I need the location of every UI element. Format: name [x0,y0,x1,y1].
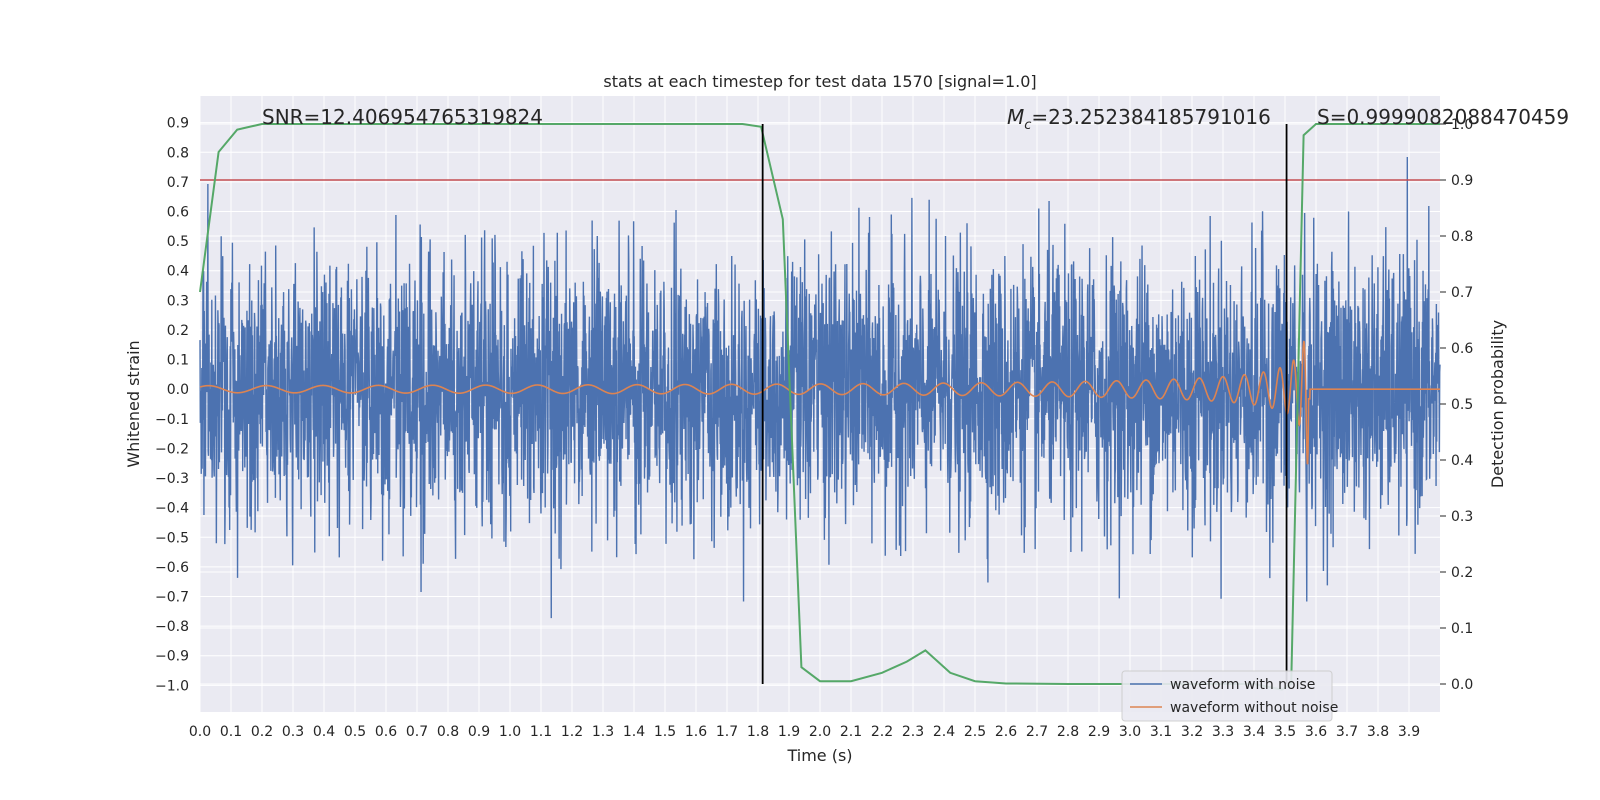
x-tick-label: 2.5 [964,724,986,740]
x-tick-label: 1.3 [592,724,614,740]
y2-tick-label: 0.7 [1451,285,1473,301]
x-tick-label: 1.9 [778,724,800,740]
x-tick-label: 2.3 [902,724,924,740]
x-tick-label: 1.7 [716,724,738,740]
mc-subscript: c [1024,118,1031,133]
x-tick-label: 1.0 [499,724,521,740]
legend: waveform with noise waveform without noi… [1121,670,1338,722]
x-tick-label: 0.6 [375,724,397,740]
x-tick-label: 3.1 [1150,724,1172,740]
y2-tick-label: 0.6 [1451,341,1473,357]
x-tick-label: 3.3 [1212,724,1234,740]
x-tick-label: 1.1 [530,724,552,740]
x-tick-label: 1.8 [747,724,769,740]
y-tick-label: 0.2 [167,323,189,339]
x-tick-label: 2.8 [1057,724,1079,740]
y2-tick-label: 0.1 [1451,621,1473,637]
s-annotation: S=0.9999082088470459 [1317,105,1569,129]
x-tick-label: 0.1 [220,724,242,740]
x-axis-label: Time (s) [786,746,852,765]
x-tick-label: 3.4 [1243,724,1265,740]
chirp-mass-annotation: Mc=23.252384185791016 [1007,105,1271,133]
x-tick-label: 3.7 [1336,724,1358,740]
x-tick-label: 1.5 [654,724,676,740]
x-tick-label: 0.5 [344,724,366,740]
clean-waveform-line [199,340,1440,465]
y-tick-label: 0.7 [167,175,189,191]
mc-symbol: M [1007,105,1024,129]
noisy-waveform-line [199,157,1441,619]
y2-tick-label: 0.5 [1451,397,1473,413]
y-tick-label: 0.0 [167,382,189,398]
x-tick-label: 3.0 [1119,724,1141,740]
chart-title: stats at each timestep for test data 157… [603,72,1036,91]
y2-tick-label: 0.4 [1451,453,1473,469]
y-tick-label: −1.0 [155,678,189,694]
y2-tick-label: 0.3 [1451,509,1473,525]
x-tick-label: 0.9 [468,724,490,740]
legend-label-clean: waveform without noise [1170,700,1338,716]
x-tick-label: 2.0 [809,724,831,740]
mc-value: =23.252384185791016 [1031,105,1270,129]
y2-tick-label: 0.0 [1451,677,1473,693]
y-tick-label: −0.7 [155,590,189,606]
y-tick-label: −0.3 [155,471,189,487]
y-tick-label: −0.6 [155,560,189,576]
y-tick-label: −0.5 [155,530,189,546]
y2-tick-label: 0.8 [1451,229,1473,245]
x-tick-label: 1.4 [623,724,645,740]
y-tick-label: 0.1 [167,353,189,369]
y-tick-label: 0.3 [167,293,189,309]
y-tick-label: −0.2 [155,441,189,457]
x-tick-label: 0.4 [313,724,335,740]
y-tick-label: 0.9 [167,116,189,132]
x-tick-label: 2.7 [1026,724,1048,740]
y-tick-label: 0.6 [167,205,189,221]
legend-label-noisy: waveform with noise [1170,677,1315,693]
y2-axis-label: Detection probability [1488,320,1507,488]
x-tick-label: 1.2 [561,724,583,740]
x-tick-label: 3.9 [1398,724,1420,740]
y-tick-label: 0.5 [167,234,189,250]
y-tick-label: 0.8 [167,145,189,161]
x-tick-label: 2.9 [1088,724,1110,740]
y-tick-label: −0.9 [155,649,189,665]
y2-tick-label: 1.0 [1451,117,1473,133]
x-tick-label: 3.8 [1367,724,1389,740]
x-tick-label: 0.3 [282,724,304,740]
x-tick-label: 2.1 [840,724,862,740]
y-tick-label: −0.4 [155,501,189,517]
y2-tick-label: 0.9 [1451,173,1473,189]
x-tick-label: 0.2 [251,724,273,740]
x-tick-label: 0.0 [189,724,211,740]
x-tick-label: 0.8 [437,724,459,740]
y-tick-label: −0.1 [155,412,189,428]
y-tick-label: 0.4 [167,264,189,280]
x-tick-label: 2.6 [995,724,1017,740]
y-tick-label: −0.8 [155,619,189,635]
snr-annotation: SNR=12.406954765319824 [262,105,543,129]
x-tick-label: 3.5 [1274,724,1296,740]
x-tick-label: 2.2 [871,724,893,740]
x-tick-label: 0.7 [406,724,428,740]
y-axis-label: Whitened strain [124,340,143,467]
x-tick-label: 3.2 [1181,724,1203,740]
y2-tick-label: 0.2 [1451,565,1473,581]
x-tick-label: 2.4 [933,724,955,740]
x-tick-label: 3.6 [1305,724,1327,740]
x-tick-label: 1.6 [685,724,707,740]
